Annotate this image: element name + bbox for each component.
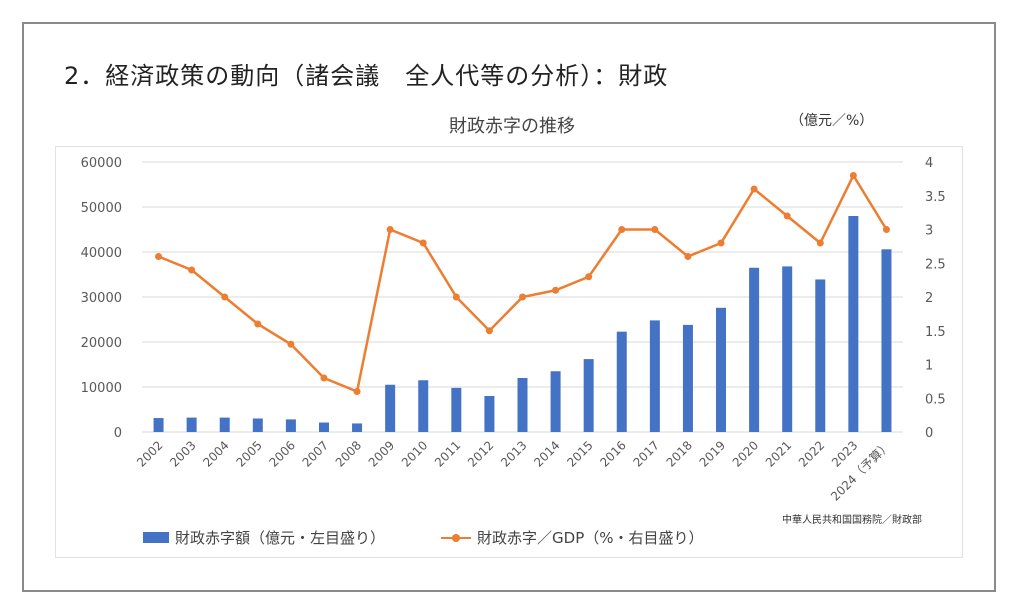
legend-bar-swatch (143, 532, 169, 543)
legend-bar-label: 財政赤字額（億元・左目盛り） (175, 529, 386, 547)
x-tick-label: 2021 (763, 438, 794, 469)
bar (186, 417, 197, 432)
line-series (158, 172, 888, 394)
line-point (155, 253, 163, 260)
bar (716, 307, 727, 432)
x-tick-label: 2013 (498, 438, 529, 469)
x-tick-label: 2017 (630, 438, 661, 469)
line-point (618, 226, 626, 233)
x-tick-label: 2011 (432, 438, 463, 469)
bar (881, 249, 892, 432)
bar (682, 324, 693, 432)
unit-note: （億元／%） (790, 113, 874, 129)
line-point (221, 293, 229, 301)
x-tick-label: 2012 (465, 438, 496, 469)
x-tick-label: 2018 (664, 438, 695, 469)
bar (219, 417, 230, 432)
x-tick-label: 2003 (167, 438, 198, 469)
y-left-tick-label: 20000 (81, 336, 122, 351)
y-left-tick-label: 10000 (81, 381, 122, 396)
y-right-tick-label: 1 (925, 359, 933, 374)
bar (418, 380, 429, 432)
x-tick-label: 2024（予算） (827, 438, 893, 504)
line-point (816, 239, 824, 247)
bar (583, 359, 594, 432)
x-tick-label: 2009 (366, 438, 397, 469)
y-right-tick-label: 1.5 (925, 325, 946, 340)
slide-heading: 2．経済政策の動向（諸会議 全人代等の分析）：財政 (64, 62, 669, 90)
bar (385, 384, 396, 432)
x-tick-label: 2006 (267, 438, 298, 469)
bar (517, 378, 528, 432)
bar (153, 418, 164, 432)
x-tick-label: 2010 (399, 438, 430, 469)
y-right-tick-label: 0.5 (925, 392, 946, 407)
line-point (750, 185, 758, 193)
y-right-tick-label: 2.5 (925, 257, 946, 272)
legend-line-swatch (441, 533, 472, 542)
y-left-tick-label: 40000 (81, 246, 122, 261)
chart-title: 財政赤字の推移 (449, 116, 575, 137)
bar (285, 419, 296, 432)
x-tick-label: 2005 (233, 438, 264, 469)
x-tick-label: 2019 (697, 438, 728, 469)
line-point (419, 239, 427, 247)
bar (815, 279, 826, 432)
line-point (717, 239, 725, 247)
line-point (519, 293, 526, 301)
line-point (783, 212, 791, 220)
x-tick-label: 2022 (796, 438, 827, 469)
x-tick-label: 2016 (597, 438, 628, 469)
bar (782, 266, 793, 432)
x-tick-label: 2015 (564, 438, 595, 469)
y-right-tick-label: 3 (925, 224, 933, 239)
x-tick-label: 2020 (730, 438, 761, 469)
line-point (585, 273, 593, 281)
bar (451, 387, 462, 432)
line-point (485, 327, 493, 335)
bar (616, 331, 627, 432)
legend-item-line: 財政赤字／GDP（%・右目盛り） (441, 527, 704, 548)
line-point (452, 293, 460, 301)
line-point (353, 388, 361, 395)
bar (550, 371, 561, 432)
bar (484, 396, 495, 432)
line-point (287, 340, 295, 348)
x-tick-label: 2014 (531, 438, 562, 469)
legend-item-bar: 財政赤字額（億元・左目盛り） (143, 527, 385, 548)
bar (352, 423, 363, 432)
x-tick-label: 2008 (333, 438, 364, 469)
line-point (188, 266, 196, 274)
x-tick-label: 2004 (200, 438, 231, 469)
line-point (552, 286, 560, 294)
line-point (254, 320, 262, 328)
y-left-tick-label: 0 (114, 426, 122, 441)
line-point (651, 226, 659, 233)
bar (649, 320, 660, 432)
bar (749, 267, 760, 432)
line-point (684, 253, 692, 260)
y-right-tick-label: 3.5 (925, 190, 946, 205)
source-note: 中華人民共和国国務院／財政部 (782, 515, 922, 526)
x-tick-label: 2007 (300, 438, 331, 469)
y-right-tick-label: 0 (925, 426, 933, 441)
y-right-tick-label: 2 (925, 291, 933, 306)
legend-line-label: 財政赤字／GDP（%・右目盛り） (477, 529, 704, 547)
bar (252, 418, 263, 432)
chart-legend: 財政赤字額（億元・左目盛り） 財政赤字／GDP（%・右目盛り） (143, 527, 760, 548)
bar (318, 422, 329, 432)
chart-area (55, 146, 963, 558)
line-point (386, 226, 394, 233)
y-left-tick-label: 60000 (81, 156, 122, 171)
y-right-tick-label: 4 (925, 156, 933, 171)
line-point (882, 226, 890, 233)
line-point (320, 374, 328, 382)
bar (848, 216, 859, 432)
y-left-tick-label: 50000 (81, 201, 122, 216)
y-left-tick-label: 30000 (81, 291, 122, 306)
x-tick-label: 2002 (134, 438, 165, 469)
line-point (849, 172, 857, 179)
